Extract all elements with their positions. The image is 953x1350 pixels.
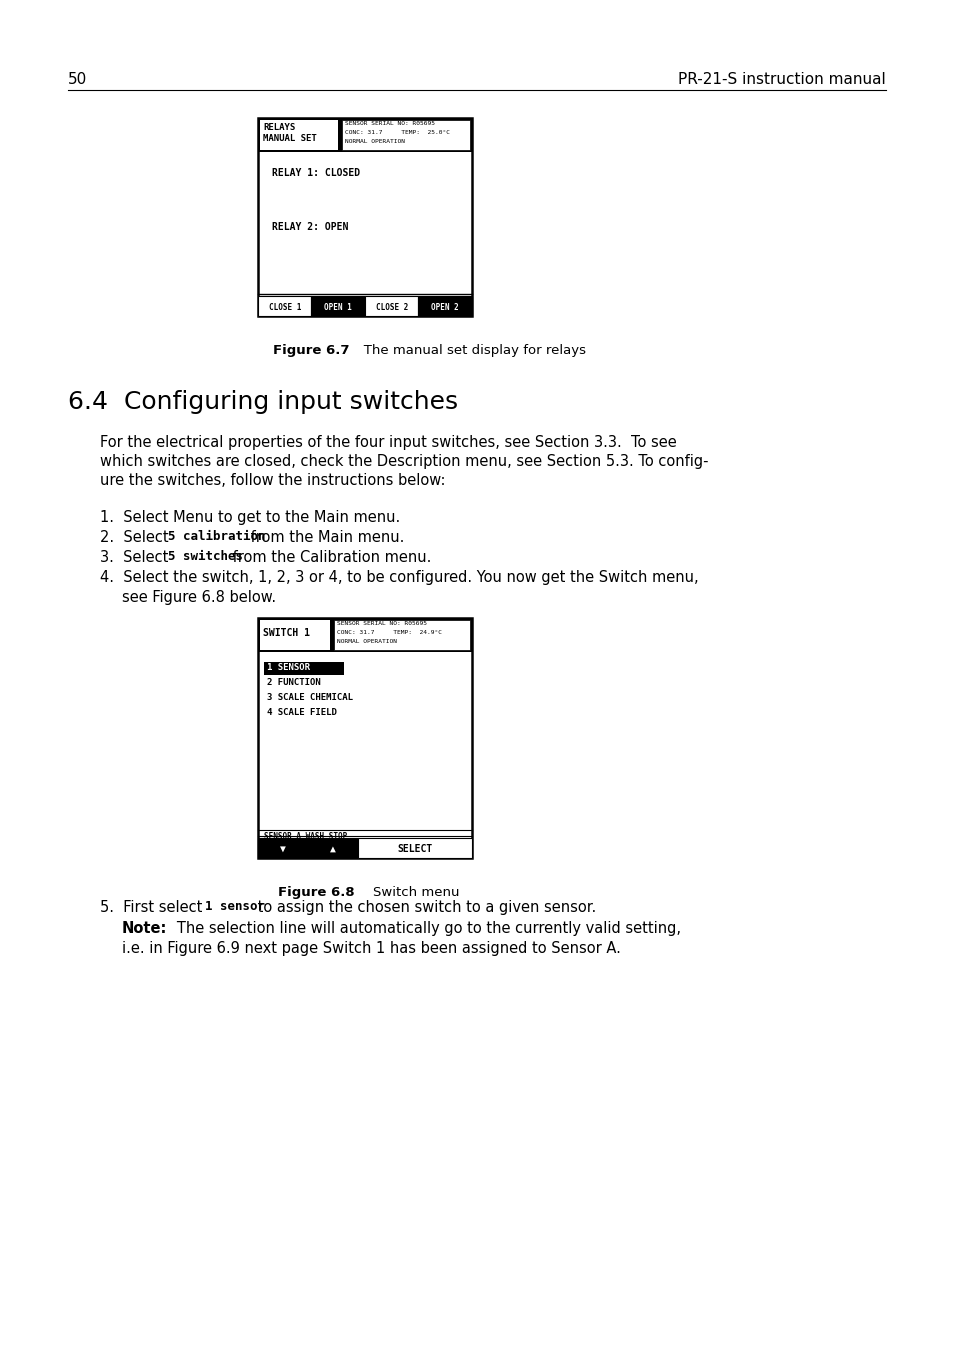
Text: see Figure 6.8 below.: see Figure 6.8 below.	[122, 590, 275, 605]
Text: SENSOR A WASH STOP: SENSOR A WASH STOP	[264, 832, 347, 841]
Text: MANUAL SET: MANUAL SET	[263, 134, 316, 143]
Text: The manual set display for relays: The manual set display for relays	[351, 344, 585, 356]
Text: 50: 50	[68, 72, 87, 86]
Text: 6.4  Configuring input switches: 6.4 Configuring input switches	[68, 390, 457, 414]
Text: 5.  First select: 5. First select	[100, 900, 207, 915]
Bar	[257, 838, 308, 859]
Text: ▼: ▼	[280, 844, 286, 855]
Text: 2.  Select: 2. Select	[100, 531, 173, 545]
Text: to assign the chosen switch to a given sensor.: to assign the chosen switch to a given s…	[253, 900, 596, 915]
Text: Switch menu: Switch menu	[355, 886, 459, 899]
Text: which switches are closed, check the Description menu, see Section 5.3. To confi: which switches are closed, check the Des…	[100, 454, 708, 468]
Text: RELAYS: RELAYS	[263, 123, 294, 132]
Text: SENSOR SERIAL NO: R05695: SENSOR SERIAL NO: R05695	[345, 122, 435, 126]
Text: 1 sensor: 1 sensor	[204, 900, 264, 913]
Text: 4.  Select the switch, 1, 2, 3 or 4, to be configured. You now get the Switch me: 4. Select the switch, 1, 2, 3 or 4, to b…	[100, 570, 698, 585]
Bar	[257, 618, 472, 652]
Bar	[308, 838, 357, 859]
Text: Note:: Note:	[122, 921, 167, 936]
Text: from the Calibration menu.: from the Calibration menu.	[228, 549, 431, 566]
Bar	[257, 618, 472, 859]
Bar	[257, 117, 472, 316]
Text: For the electrical properties of the four input switches, see Section 3.3.  To s: For the electrical properties of the fou…	[100, 435, 676, 450]
Text: i.e. in Figure 6.9 next page Switch 1 has been assigned to Sensor A.: i.e. in Figure 6.9 next page Switch 1 ha…	[122, 941, 620, 956]
Text: PR-21-S instruction manual: PR-21-S instruction manual	[678, 72, 885, 86]
Text: NORMAL OPERATION: NORMAL OPERATION	[336, 639, 396, 644]
Text: CONC: 31.7     TEMP:  25.0°C: CONC: 31.7 TEMP: 25.0°C	[345, 130, 450, 135]
Text: NORMAL OPERATION: NORMAL OPERATION	[345, 139, 405, 144]
Bar	[418, 296, 472, 316]
Bar	[260, 620, 330, 649]
Text: 1 SENSOR: 1 SENSOR	[267, 663, 310, 672]
Text: 5 switches: 5 switches	[168, 549, 242, 563]
Text: 3 SCALE CHEMICAL: 3 SCALE CHEMICAL	[267, 693, 353, 702]
Bar	[264, 662, 344, 675]
Bar	[312, 296, 365, 316]
Text: ▲: ▲	[330, 844, 335, 855]
Text: 4 SCALE FIELD: 4 SCALE FIELD	[267, 707, 336, 717]
Text: CLOSE 2: CLOSE 2	[375, 302, 408, 312]
Text: RELAY 2: OPEN: RELAY 2: OPEN	[272, 221, 348, 232]
Text: Figure 6.7: Figure 6.7	[274, 344, 350, 356]
Bar	[260, 120, 337, 150]
Text: OPEN 1: OPEN 1	[324, 302, 352, 312]
Text: ure the switches, follow the instructions below:: ure the switches, follow the instruction…	[100, 472, 445, 487]
Bar	[341, 120, 470, 150]
Bar	[257, 117, 472, 153]
Bar	[365, 296, 418, 316]
Text: CONC: 31.7     TEMP:  24.9°C: CONC: 31.7 TEMP: 24.9°C	[336, 630, 441, 634]
Text: Figure 6.8: Figure 6.8	[278, 886, 355, 899]
Text: CLOSE 1: CLOSE 1	[269, 302, 300, 312]
Text: from the Main menu.: from the Main menu.	[245, 531, 404, 545]
Text: SENSOR SERIAL NO: R05695: SENSOR SERIAL NO: R05695	[336, 621, 427, 626]
Text: 5 calibration: 5 calibration	[168, 531, 265, 543]
Text: 1.  Select Menu to get to the Main menu.: 1. Select Menu to get to the Main menu.	[100, 510, 400, 525]
Bar	[357, 838, 472, 859]
Text: The selection line will automatically go to the currently valid setting,: The selection line will automatically go…	[163, 921, 680, 936]
Text: SWITCH 1: SWITCH 1	[263, 628, 310, 639]
Bar	[257, 296, 312, 316]
Text: 2 FUNCTION: 2 FUNCTION	[267, 678, 320, 687]
Text: SELECT: SELECT	[397, 844, 432, 855]
Text: RELAY 1: CLOSED: RELAY 1: CLOSED	[272, 167, 359, 178]
Bar	[334, 620, 470, 649]
Text: OPEN 2: OPEN 2	[431, 302, 458, 312]
Text: 3.  Select: 3. Select	[100, 549, 172, 566]
